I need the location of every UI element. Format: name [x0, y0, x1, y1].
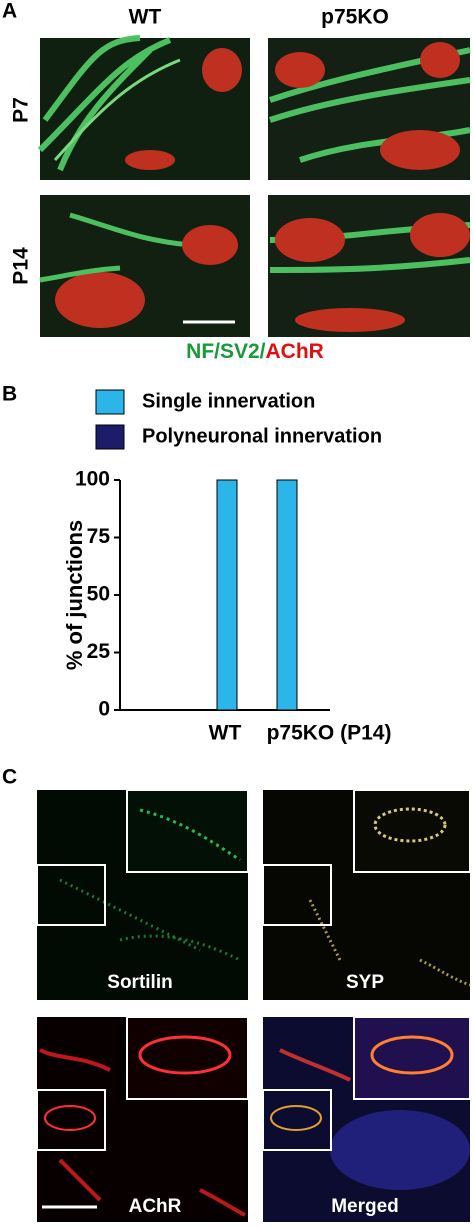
panel-label: A — [2, 0, 17, 23]
legend-swatch — [95, 389, 125, 415]
x-tick-label: WT — [209, 722, 242, 745]
stain-label: NF/SV2/AChR — [186, 340, 324, 363]
image-caption: Sortilin — [107, 972, 172, 993]
stain-part: AChR — [266, 340, 324, 363]
y-tick-label: 50 — [87, 583, 110, 606]
legend-label: Single innervation — [142, 390, 315, 412]
y-tick-label: 100 — [75, 468, 110, 491]
bar-chart: Single innervation Polyneuronal innervati… — [62, 389, 392, 745]
column-label: WT — [129, 6, 162, 29]
micrograph — [37, 35, 250, 180]
micrograph: AChR — [36, 1016, 249, 1222]
column-label: p75KO — [321, 6, 389, 29]
bar — [276, 479, 298, 711]
micrograph — [39, 195, 250, 337]
micrograph: Merged — [262, 1016, 471, 1222]
micrograph — [268, 195, 471, 337]
micrograph — [268, 38, 471, 180]
y-tick-label: 75 — [87, 525, 111, 548]
legend-label: Polyneuronal innervation — [142, 425, 382, 447]
y-tick-label: 25 — [87, 640, 111, 663]
micrograph: Sortilin — [36, 789, 249, 1000]
y-axis-title: % of junctions — [62, 520, 87, 670]
panel-label: C — [2, 766, 17, 789]
row-label: P7 — [10, 97, 33, 123]
x-tick-label: p75KO (P14) — [267, 722, 392, 745]
legend-swatch — [95, 424, 125, 450]
stain-part: NF/SV2/ — [186, 340, 266, 363]
bar — [216, 479, 238, 711]
micrograph: SYP — [262, 789, 471, 1000]
panel-label: B — [2, 383, 17, 406]
image-caption: AChR — [129, 1196, 182, 1217]
image-caption: Merged — [331, 1196, 399, 1217]
y-tick-label: 0 — [98, 698, 110, 721]
row-label: P14 — [10, 247, 33, 285]
image-caption: SYP — [346, 972, 384, 993]
